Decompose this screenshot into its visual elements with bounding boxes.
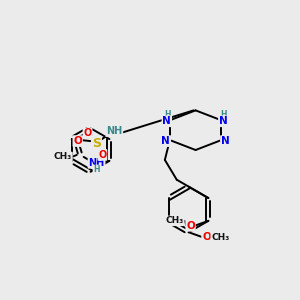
Text: N: N bbox=[161, 136, 170, 146]
Text: H: H bbox=[165, 110, 171, 119]
Text: O: O bbox=[83, 128, 92, 138]
Text: NH: NH bbox=[88, 158, 105, 168]
Text: O: O bbox=[186, 221, 195, 231]
Text: CH₃: CH₃ bbox=[211, 233, 230, 242]
Text: N: N bbox=[221, 136, 230, 146]
Text: N: N bbox=[163, 116, 171, 126]
Text: O: O bbox=[98, 150, 106, 160]
Text: S: S bbox=[92, 136, 101, 150]
Text: CH₃: CH₃ bbox=[54, 152, 72, 161]
Text: O: O bbox=[74, 136, 82, 146]
Text: H: H bbox=[220, 110, 226, 119]
Text: H: H bbox=[93, 165, 100, 174]
Text: O: O bbox=[202, 232, 211, 242]
Text: CH₃: CH₃ bbox=[166, 216, 184, 225]
Text: NH: NH bbox=[106, 126, 122, 136]
Text: N: N bbox=[219, 116, 228, 126]
